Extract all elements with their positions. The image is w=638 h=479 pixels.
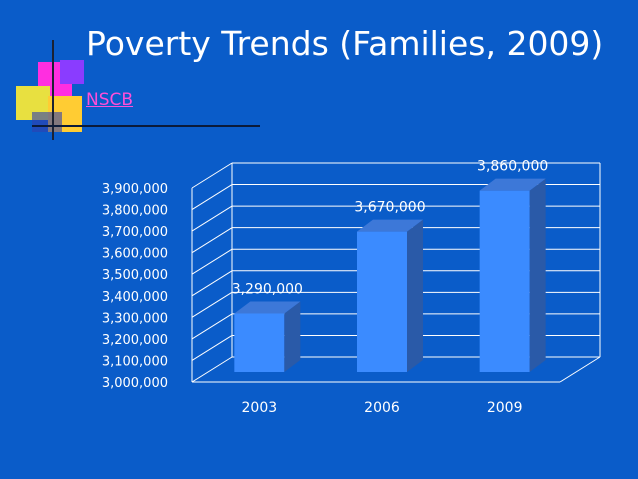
data-label: 3,290,000 bbox=[232, 281, 303, 297]
bar-top bbox=[357, 219, 423, 232]
decorative-vertical-line bbox=[52, 40, 54, 140]
gridline-side bbox=[191, 227, 233, 254]
bar-side bbox=[529, 178, 546, 372]
bar-top bbox=[234, 301, 301, 314]
y-tick-label: 3,200,000 bbox=[102, 333, 168, 348]
gridline-side bbox=[191, 313, 233, 340]
gridline-side bbox=[191, 335, 233, 361]
y-tick-label: 3,900,000 bbox=[102, 182, 168, 197]
bar-front bbox=[357, 231, 407, 372]
gridline-side bbox=[191, 184, 233, 210]
gridline-side bbox=[191, 205, 233, 232]
gridline-side bbox=[191, 356, 233, 383]
y-tick-label: 3,600,000 bbox=[102, 247, 168, 262]
y-tick-label: 3,400,000 bbox=[102, 290, 168, 305]
bar-front bbox=[479, 190, 530, 372]
source-link[interactable]: NSCB bbox=[86, 90, 134, 110]
x-tick-label: 2006 bbox=[364, 400, 400, 416]
bar-side bbox=[407, 219, 423, 372]
gridline-side bbox=[191, 291, 233, 318]
title-underline bbox=[32, 125, 260, 127]
gridline-side bbox=[191, 162, 233, 189]
y-tick-label: 3,700,000 bbox=[102, 225, 168, 240]
slide-title: Poverty Trends (Families, 2009) NSCB bbox=[86, 22, 606, 122]
gridline-side bbox=[191, 270, 233, 297]
bar-side bbox=[284, 301, 301, 372]
y-tick-label: 3,000,000 bbox=[102, 376, 168, 391]
x-tick-label: 2003 bbox=[242, 400, 278, 416]
floor-right-edge bbox=[559, 356, 601, 383]
y-tick-label: 3,300,000 bbox=[102, 311, 168, 326]
y-tick-label: 3,100,000 bbox=[102, 354, 168, 369]
gridline-side bbox=[191, 248, 233, 275]
y-tick-label: 3,500,000 bbox=[102, 268, 168, 283]
data-label: 3,860,000 bbox=[477, 159, 548, 175]
data-label: 3,670,000 bbox=[354, 200, 425, 216]
x-tick-label: 2009 bbox=[487, 400, 523, 416]
bar-top bbox=[479, 178, 546, 191]
y-tick-label: 3,800,000 bbox=[102, 204, 168, 219]
bar-front bbox=[234, 313, 285, 372]
slide-title-text: Poverty Trends (Families, 2009) bbox=[86, 24, 604, 63]
